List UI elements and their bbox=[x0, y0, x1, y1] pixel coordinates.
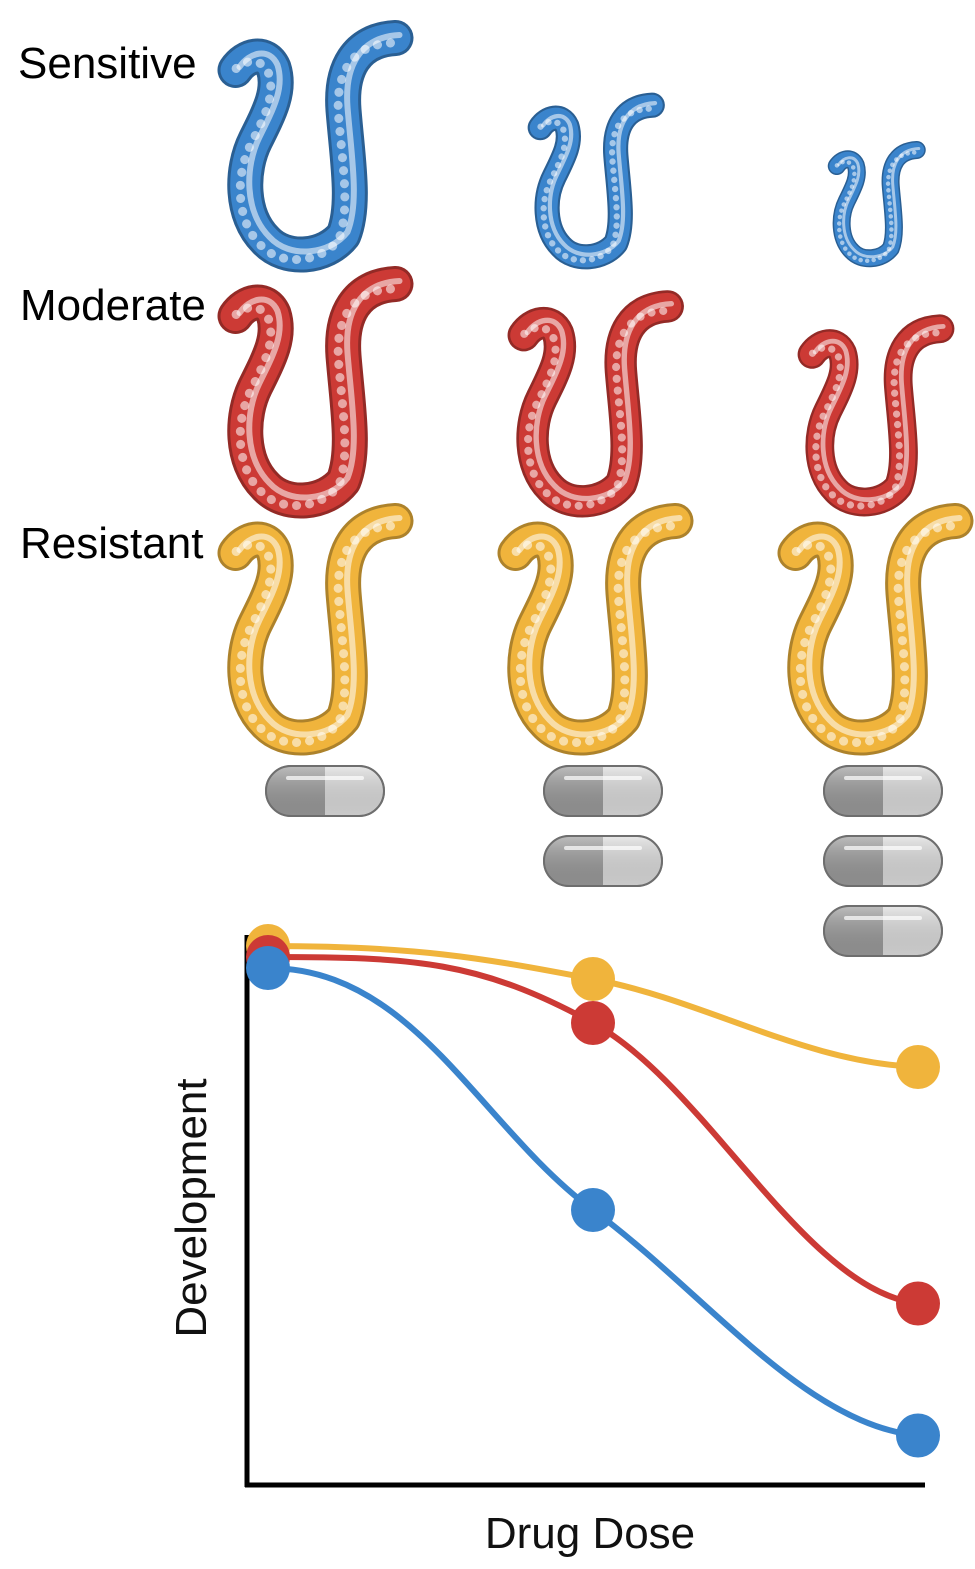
point-resistant-2 bbox=[571, 957, 615, 1001]
capsule-icon bbox=[823, 835, 943, 887]
worm-icon bbox=[217, 503, 414, 756]
label-sensitive: Sensitive bbox=[18, 39, 197, 88]
worm-icon bbox=[497, 503, 694, 756]
label-resistant: Resistant bbox=[20, 519, 203, 568]
worm-icon bbox=[527, 92, 665, 270]
worm-icon bbox=[827, 141, 926, 268]
x-axis-label: Drug Dose bbox=[485, 1509, 695, 1558]
worm-icon bbox=[217, 20, 414, 273]
point-moderate-2 bbox=[571, 1001, 615, 1045]
sensitive-worms-row bbox=[217, 20, 926, 273]
capsule-icon bbox=[823, 905, 943, 957]
dose-response-chart: Drug Dose Development bbox=[167, 924, 940, 1558]
chart-series-points bbox=[246, 924, 940, 1458]
resistant-worms-row bbox=[217, 503, 974, 756]
worm-icon bbox=[797, 314, 955, 517]
point-sensitive-1 bbox=[246, 946, 290, 990]
point-moderate-3 bbox=[896, 1281, 940, 1326]
label-moderate: Moderate bbox=[20, 281, 206, 330]
worm-icon bbox=[507, 290, 684, 518]
worm-icon bbox=[217, 266, 414, 519]
capsule-icon bbox=[265, 765, 385, 817]
point-resistant-3 bbox=[896, 1045, 940, 1089]
point-sensitive-3 bbox=[896, 1413, 940, 1458]
worm-icon bbox=[777, 503, 974, 756]
drug-dose-pills bbox=[265, 765, 943, 957]
capsule-icon bbox=[543, 835, 663, 887]
capsule-icon bbox=[823, 765, 943, 817]
y-axis-label: Development bbox=[167, 1078, 216, 1337]
capsule-icon bbox=[543, 765, 663, 817]
point-sensitive-2 bbox=[571, 1188, 615, 1232]
moderate-worms-row bbox=[217, 266, 955, 519]
